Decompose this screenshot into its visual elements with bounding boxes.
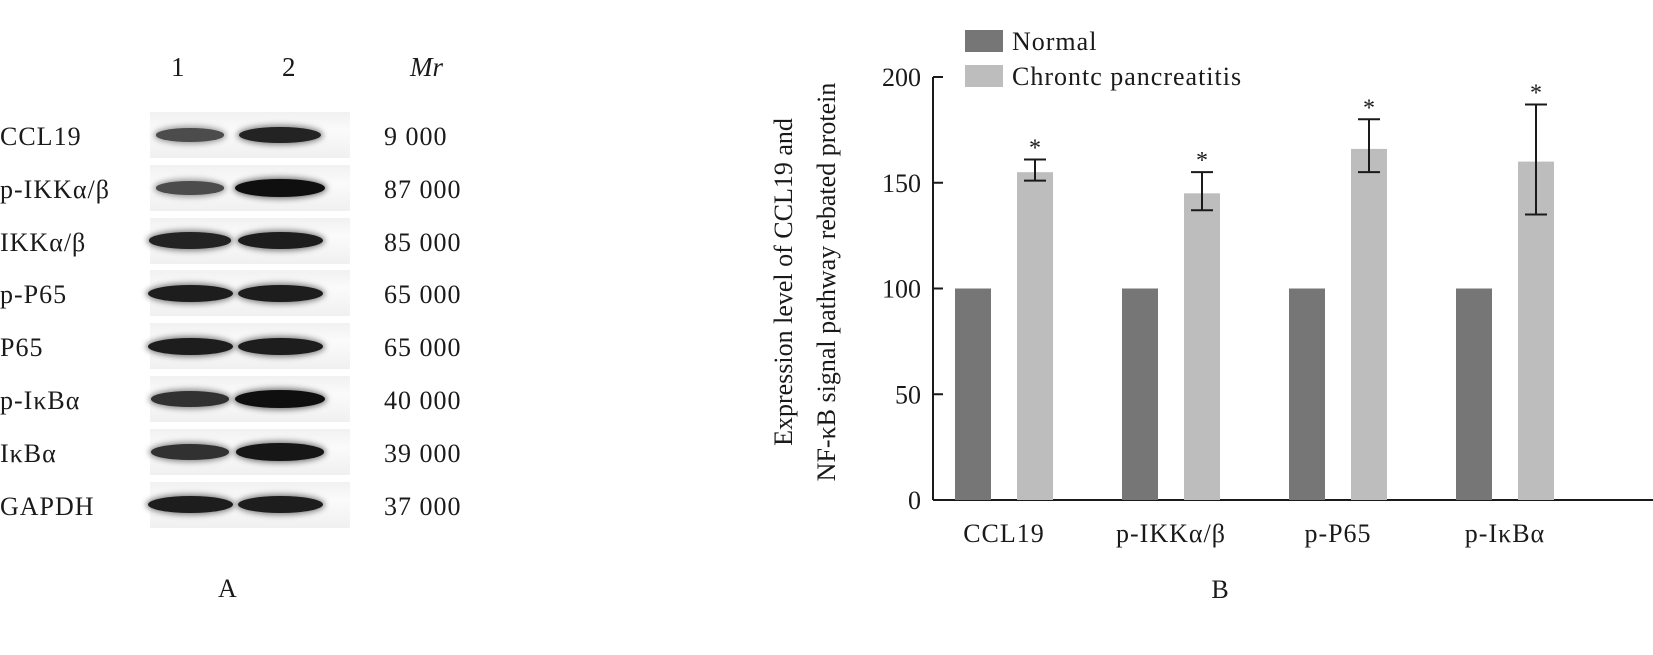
mr-value: 40 000 (384, 386, 462, 415)
mr-value: 37 000 (384, 491, 462, 521)
blot-band (238, 126, 322, 144)
mr-value: 65 000 (384, 280, 462, 310)
bar (1518, 161, 1554, 500)
bar-chart: 0 50 100 150 200 * CCL19 * p-IKKα/β * p-P65 * p-IκBα… (769, 27, 1653, 604)
protein-label: p-P65 (0, 280, 68, 310)
blot-row (150, 112, 356, 158)
y-axis-label: NF-κB signal pathway rebated protein (812, 83, 841, 482)
x-tick-label: p-IκBα (1465, 519, 1545, 548)
blot-band (151, 444, 229, 460)
blot-row (150, 376, 356, 422)
panel-a-letter: A (218, 574, 237, 603)
legend-label: Chrontc pancreatitis (1012, 62, 1242, 91)
bar (1456, 288, 1492, 500)
y-tick-label: 200 (882, 63, 921, 92)
blot-band (235, 178, 325, 197)
blot-row (147, 270, 356, 317)
blot-band (237, 496, 323, 514)
blot-row (150, 428, 356, 475)
y-tick-label: 100 (882, 275, 921, 304)
lane-label-1: 1 (171, 52, 185, 82)
significance-marker: * (1029, 135, 1041, 161)
protein-label: IKKα/β (0, 227, 87, 257)
protein-label: IκBα (0, 438, 57, 468)
y-tick-label: 150 (882, 169, 921, 198)
blot-band (156, 181, 224, 195)
blot-row (148, 217, 356, 264)
blot-band (148, 232, 232, 249)
bar (1184, 193, 1220, 500)
significance-marker: * (1363, 95, 1375, 121)
x-tick-label: p-IKKα/β (1116, 519, 1226, 548)
mr-value: 65 000 (384, 333, 462, 363)
protein-label: p-IκBα (0, 386, 81, 415)
x-tick-label: p-P65 (1304, 519, 1371, 548)
y-axis-label: Expression level of CCL19 and (769, 118, 798, 446)
bar (1289, 288, 1325, 500)
significance-marker: * (1196, 148, 1208, 174)
bar (1351, 148, 1387, 500)
blot-row (150, 164, 356, 211)
mr-value: 87 000 (384, 174, 462, 204)
bar (1122, 288, 1158, 500)
mr-value: 39 000 (384, 438, 462, 468)
protein-label: CCL19 (0, 122, 82, 151)
protein-label: GAPDH (0, 491, 95, 521)
bar-chart-panel: 0 50 100 150 200 * CCL19 * p-IKKα/β * p-P65 * p-IκBα… (760, 0, 1653, 650)
x-tick-label: CCL19 (963, 519, 1045, 548)
blot-band (236, 443, 324, 461)
blot-row (147, 323, 356, 370)
blot-band (235, 390, 325, 408)
blot-band (147, 284, 233, 302)
bar (1017, 172, 1053, 501)
legend-swatch (965, 30, 1003, 52)
y-tick-label: 50 (895, 380, 921, 409)
lane-label-2: 2 (282, 52, 296, 82)
significance-marker: * (1530, 80, 1542, 106)
mr-value: 85 000 (384, 227, 462, 257)
bar (955, 288, 991, 500)
blot-band (156, 128, 224, 142)
mr-header: Mr (410, 52, 443, 82)
blot-band (147, 496, 233, 514)
y-tick-label: 0 (908, 486, 921, 515)
legend-swatch (965, 65, 1003, 87)
blot-band (151, 391, 229, 407)
blot-band (147, 337, 233, 355)
protein-label: p-IKKα/β (0, 174, 110, 204)
protein-label: P65 (0, 333, 44, 363)
mr-value: 9 000 (384, 122, 448, 151)
blot-band (237, 232, 323, 250)
blot-band (237, 337, 323, 355)
blot-row (147, 481, 356, 528)
western-blot-panel: 1 2 Mr CCL19 9 000 p-IKKα/β 87 000 IKKα/β 85 … (0, 0, 700, 650)
legend-label: Normal (1012, 27, 1097, 56)
panel-b-letter: B (1211, 575, 1228, 604)
blot-band (237, 284, 323, 302)
